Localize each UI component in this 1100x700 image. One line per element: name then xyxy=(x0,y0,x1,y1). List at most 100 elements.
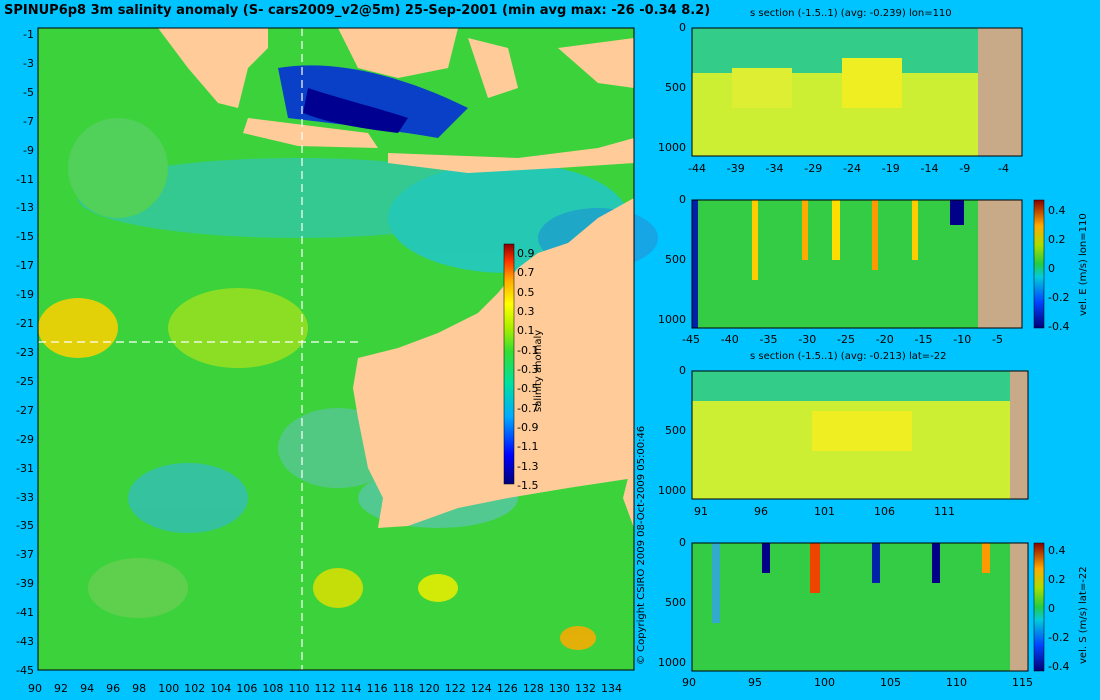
land-sumatra xyxy=(158,28,268,108)
y-tick-label: -19 xyxy=(16,288,34,302)
y-tick-label: 0 xyxy=(679,536,686,549)
x-tick-label: 115 xyxy=(1012,676,1033,689)
colorbar-tick-label: -0.9 xyxy=(517,421,539,434)
x-tick-label: 110 xyxy=(946,676,967,689)
x-tick-label: -20 xyxy=(875,333,894,346)
y-tick-label: -27 xyxy=(16,403,34,417)
x-tick-label: 122 xyxy=(444,682,466,695)
x-tick-label: -25 xyxy=(837,333,855,346)
x-tick-label: -35 xyxy=(759,333,778,346)
panel1-plot xyxy=(691,27,1023,157)
x-tick-label: 96 xyxy=(754,505,768,518)
y-tick-label: -37 xyxy=(16,548,34,562)
x-tick-label: -39 xyxy=(726,162,745,175)
x-tick-label: -4 xyxy=(998,162,1009,175)
colorbar-tick-label: -0.7 xyxy=(517,401,539,415)
x-tick-label: 104 xyxy=(210,682,232,695)
y-tick-label: -7 xyxy=(23,114,34,128)
colorbar-tick-label: 0.5 xyxy=(517,285,535,299)
land-australia xyxy=(353,198,634,528)
x-tick-label: 118 xyxy=(392,682,414,695)
x-tick-label: 100 xyxy=(814,676,835,689)
x-tick-label: 91 xyxy=(694,505,708,518)
x-tick-label: 94 xyxy=(80,682,95,695)
y-tick-label: -11 xyxy=(16,172,34,186)
y-tick-label: -35 xyxy=(16,519,34,533)
panel3-plot xyxy=(691,370,1029,500)
x-tick-label: 106 xyxy=(236,682,258,695)
panel4-colorbar-label: vel. S (m/s) lat=-22 xyxy=(1078,566,1089,664)
x-tick-label: -30 xyxy=(798,333,817,346)
y-tick-label: 0 xyxy=(679,193,686,206)
x-tick-label: -34 xyxy=(765,162,784,175)
x-tick-label: 120 xyxy=(418,682,440,695)
x-tick-label: 124 xyxy=(470,682,492,695)
panel3-title: s section (-1.5..1) (avg: -0.213) lat=-2… xyxy=(750,351,947,362)
x-tick-label: -14 xyxy=(920,162,939,175)
x-tick-label: 110 xyxy=(288,682,310,695)
y-tick-label: 0 xyxy=(679,364,686,377)
y-tick-label: 1000 xyxy=(658,141,686,154)
x-tick-label: -24 xyxy=(843,162,861,175)
y-tick-label: 1000 xyxy=(658,313,686,326)
y-tick-label: -15 xyxy=(16,230,34,244)
x-tick-label: 130 xyxy=(548,682,570,695)
y-tick-label: 0 xyxy=(679,21,686,34)
panel2-plot xyxy=(691,199,1023,329)
map-plot xyxy=(37,27,658,671)
panel4-plot xyxy=(691,542,1029,672)
x-tick-label: 105 xyxy=(880,676,901,689)
x-tick-label: -29 xyxy=(804,162,823,175)
colorbar-tick-label: 0.2 xyxy=(1048,233,1066,246)
y-tick-label: -3 xyxy=(23,56,34,70)
colorbar-tick-label: 0 xyxy=(1048,262,1055,275)
y-tick-label: 1000 xyxy=(658,656,686,669)
x-tick-label: 112 xyxy=(314,682,336,695)
x-tick-label: 108 xyxy=(262,682,284,695)
x-tick-label: 106 xyxy=(874,505,895,518)
colorbar-tick-label: 0.2 xyxy=(1048,573,1066,586)
x-tick-label: 116 xyxy=(366,682,388,695)
x-tick-label: 100 xyxy=(158,682,180,695)
y-tick-label: -1 xyxy=(23,28,34,41)
x-tick-label: 114 xyxy=(340,682,362,695)
colorbar-tick-label: 0.3 xyxy=(517,305,535,318)
y-tick-label: -9 xyxy=(23,143,34,157)
colorbar-tick-label: 0.9 xyxy=(517,247,535,260)
land-borneo xyxy=(338,28,458,78)
y-tick-label: -31 xyxy=(16,461,34,475)
x-tick-label: 128 xyxy=(522,682,544,695)
x-tick-label: 134 xyxy=(601,682,622,695)
x-tick-label: 90 xyxy=(682,676,696,689)
x-tick-label: -40 xyxy=(720,333,739,346)
y-tick-label: -39 xyxy=(16,577,34,591)
panel1-title: s section (-1.5..1) (avg: -0.239) lon=11… xyxy=(750,8,952,19)
x-tick-label: -5 xyxy=(992,333,1003,346)
colorbar-tick-label: 0.4 xyxy=(1048,204,1066,217)
y-tick-label: -43 xyxy=(16,635,34,649)
salinity-colorbar-label: salinity anomaly xyxy=(533,329,544,412)
colorbar-tick-label: -0.2 xyxy=(1048,291,1070,304)
y-tick-label: -41 xyxy=(16,606,34,620)
x-tick-label: 90 xyxy=(28,682,42,695)
x-tick-label: 92 xyxy=(54,682,69,695)
x-tick-label: 101 xyxy=(814,505,835,518)
y-tick-label: -25 xyxy=(16,374,34,388)
y-tick-label: 500 xyxy=(665,253,686,266)
land-sulawesi xyxy=(468,38,518,98)
colorbar-tick-label: -1.1 xyxy=(517,440,539,454)
x-tick-label: -45 xyxy=(682,333,700,346)
y-tick-label: -17 xyxy=(16,259,34,273)
y-tick-label: -33 xyxy=(16,490,34,504)
colorbar-tick-label: -1.5 xyxy=(517,479,539,492)
land-java xyxy=(243,118,378,148)
y-tick-label: 500 xyxy=(665,596,686,609)
y-tick-label: -23 xyxy=(16,346,34,359)
x-tick-label: 95 xyxy=(748,676,762,689)
colorbar-tick-label: -1.3 xyxy=(517,459,539,473)
x-tick-label: -44 xyxy=(688,162,706,175)
y-tick-label: -29 xyxy=(16,432,34,446)
x-tick-label: 126 xyxy=(496,682,518,695)
y-tick-label: -45 xyxy=(16,664,34,677)
colorbar-tick-label: -0.2 xyxy=(1048,631,1070,644)
